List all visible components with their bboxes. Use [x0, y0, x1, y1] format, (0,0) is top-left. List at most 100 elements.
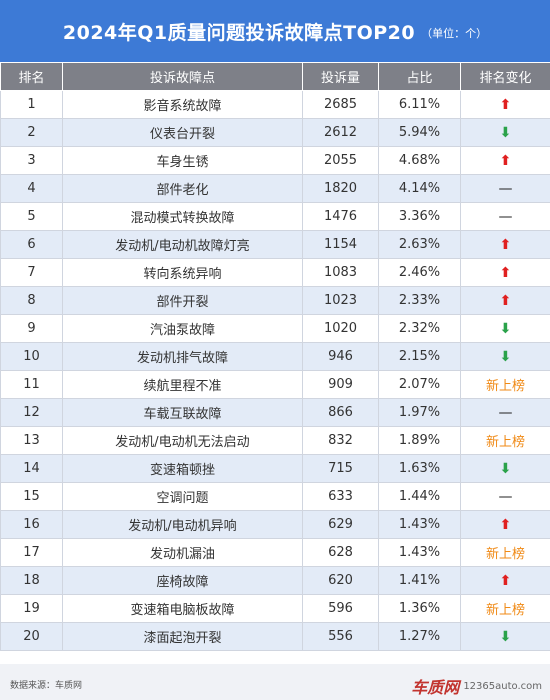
arrow-up-icon: ⬆: [499, 264, 512, 281]
arrow-down-icon: ⬇: [499, 320, 512, 337]
brand-logo: 车质网 12365auto.com: [411, 674, 542, 698]
rank-cell: 6: [0, 230, 63, 259]
count-cell: 715: [302, 454, 379, 483]
rank-cell: 18: [0, 566, 63, 595]
share-cell: 1.27%: [378, 622, 461, 651]
count-cell: 1020: [302, 314, 379, 343]
arrow-up-icon: ⬆: [499, 572, 512, 589]
table-row: 17 发动机漏油 628 1.43% 新上榜: [0, 538, 550, 567]
issue-cell: 发动机/电动机异响: [62, 510, 303, 539]
count-cell: 596: [302, 594, 379, 623]
issue-cell: 座椅故障: [62, 566, 303, 595]
title-bar: 2024年Q1质量问题投诉故障点TOP20 （单位：个）: [0, 0, 550, 62]
complaint-table: 排名 投诉故障点 投诉量 占比 排名变化 1 影音系统故障 2685 6.11% ⬆ 2 仪…: [0, 62, 550, 651]
count-cell: 556: [302, 622, 379, 651]
logo-text: 车质网: [411, 678, 460, 697]
share-cell: 1.89%: [378, 426, 461, 455]
table-row: 20 漆面起泡开裂 556 1.27% ⬇: [0, 622, 550, 651]
rank-cell: 7: [0, 258, 63, 287]
share-cell: 1.43%: [378, 538, 461, 567]
count-cell: 832: [302, 426, 379, 455]
share-cell: 1.63%: [378, 454, 461, 483]
share-cell: 2.46%: [378, 258, 461, 287]
rank-cell: 19: [0, 594, 63, 623]
change-cell: ⬇: [460, 314, 550, 343]
rank-cell: 14: [0, 454, 63, 483]
rank-cell: 20: [0, 622, 63, 651]
footer: 数据来源：车质网 车质网 12365auto.com: [0, 664, 550, 700]
share-cell: 2.33%: [378, 286, 461, 315]
arrow-down-icon: ⬇: [499, 124, 512, 141]
share-cell: 1.43%: [378, 510, 461, 539]
issue-cell: 变速箱顿挫: [62, 454, 303, 483]
issue-cell: 车载互联故障: [62, 398, 303, 427]
change-cell: ⬇: [460, 622, 550, 651]
count-cell: 628: [302, 538, 379, 567]
new-entry-badge: 新上榜: [485, 379, 525, 394]
page-title: 2024年Q1质量问题投诉故障点TOP20: [62, 21, 416, 44]
data-source: 数据来源：车质网: [10, 681, 83, 691]
count-cell: 1023: [302, 286, 379, 315]
rank-cell: 10: [0, 342, 63, 371]
table-row: 15 空调问题 633 1.44% —: [0, 482, 550, 511]
header-rank: 排名: [0, 62, 63, 91]
arrow-up-icon: ⬆: [499, 96, 512, 113]
issue-cell: 混动模式转换故障: [62, 202, 303, 231]
change-cell: 新上榜: [460, 426, 550, 455]
new-entry-badge: 新上榜: [485, 603, 525, 618]
issue-cell: 影音系统故障: [62, 90, 303, 119]
header-count: 投诉量: [302, 62, 379, 91]
count-cell: 620: [302, 566, 379, 595]
issue-cell: 空调问题: [62, 482, 303, 511]
change-cell: ⬆: [460, 258, 550, 287]
new-entry-badge: 新上榜: [485, 547, 525, 562]
issue-cell: 部件老化: [62, 174, 303, 203]
table-row: 19 变速箱电脑板故障 596 1.36% 新上榜: [0, 594, 550, 623]
change-cell: ⬇: [460, 118, 550, 147]
count-cell: 1083: [302, 258, 379, 287]
table-row: 6 发动机/电动机故障灯亮 1154 2.63% ⬆: [0, 230, 550, 259]
share-cell: 2.63%: [378, 230, 461, 259]
rank-cell: 5: [0, 202, 63, 231]
table-body: 1 影音系统故障 2685 6.11% ⬆ 2 仪表台开裂 2612 5.94% ⬇ 3 车身生锈 20…: [0, 90, 550, 651]
table-row: 3 车身生锈 2055 4.68% ⬆: [0, 146, 550, 175]
change-cell: ⬆: [460, 146, 550, 175]
count-cell: 633: [302, 482, 379, 511]
share-cell: 3.36%: [378, 202, 461, 231]
change-cell: ⬆: [460, 286, 550, 315]
change-cell: ⬇: [460, 454, 550, 483]
rank-cell: 12: [0, 398, 63, 427]
change-cell: ⬆: [460, 230, 550, 259]
table-row: 16 发动机/电动机异响 629 1.43% ⬆: [0, 510, 550, 539]
table-row: 12 车载互联故障 866 1.97% —: [0, 398, 550, 427]
no-change-dash: —: [498, 208, 513, 225]
site-url: 12365auto.com: [463, 680, 542, 692]
arrow-down-icon: ⬇: [499, 628, 512, 645]
table-row: 13 发动机/电动机无法启动 832 1.89% 新上榜: [0, 426, 550, 455]
count-cell: 2685: [302, 90, 379, 119]
no-change-dash: —: [498, 180, 513, 197]
share-cell: 4.68%: [378, 146, 461, 175]
change-cell: 新上榜: [460, 370, 550, 399]
no-change-dash: —: [498, 488, 513, 505]
arrow-up-icon: ⬆: [499, 152, 512, 169]
change-cell: ⬆: [460, 566, 550, 595]
issue-cell: 发动机/电动机无法启动: [62, 426, 303, 455]
share-cell: 1.97%: [378, 398, 461, 427]
share-cell: 2.07%: [378, 370, 461, 399]
issue-cell: 发动机排气故障: [62, 342, 303, 371]
share-cell: 1.41%: [378, 566, 461, 595]
rank-cell: 13: [0, 426, 63, 455]
change-cell: ⬇: [460, 342, 550, 371]
count-cell: 2612: [302, 118, 379, 147]
change-cell: ⬆: [460, 510, 550, 539]
issue-cell: 发动机/电动机故障灯亮: [62, 230, 303, 259]
share-cell: 4.14%: [378, 174, 461, 203]
arrow-up-icon: ⬆: [499, 292, 512, 309]
rank-cell: 15: [0, 482, 63, 511]
new-entry-badge: 新上榜: [485, 435, 525, 450]
change-cell: 新上榜: [460, 538, 550, 567]
rank-cell: 3: [0, 146, 63, 175]
issue-cell: 漆面起泡开裂: [62, 622, 303, 651]
arrow-up-icon: ⬆: [499, 236, 512, 253]
